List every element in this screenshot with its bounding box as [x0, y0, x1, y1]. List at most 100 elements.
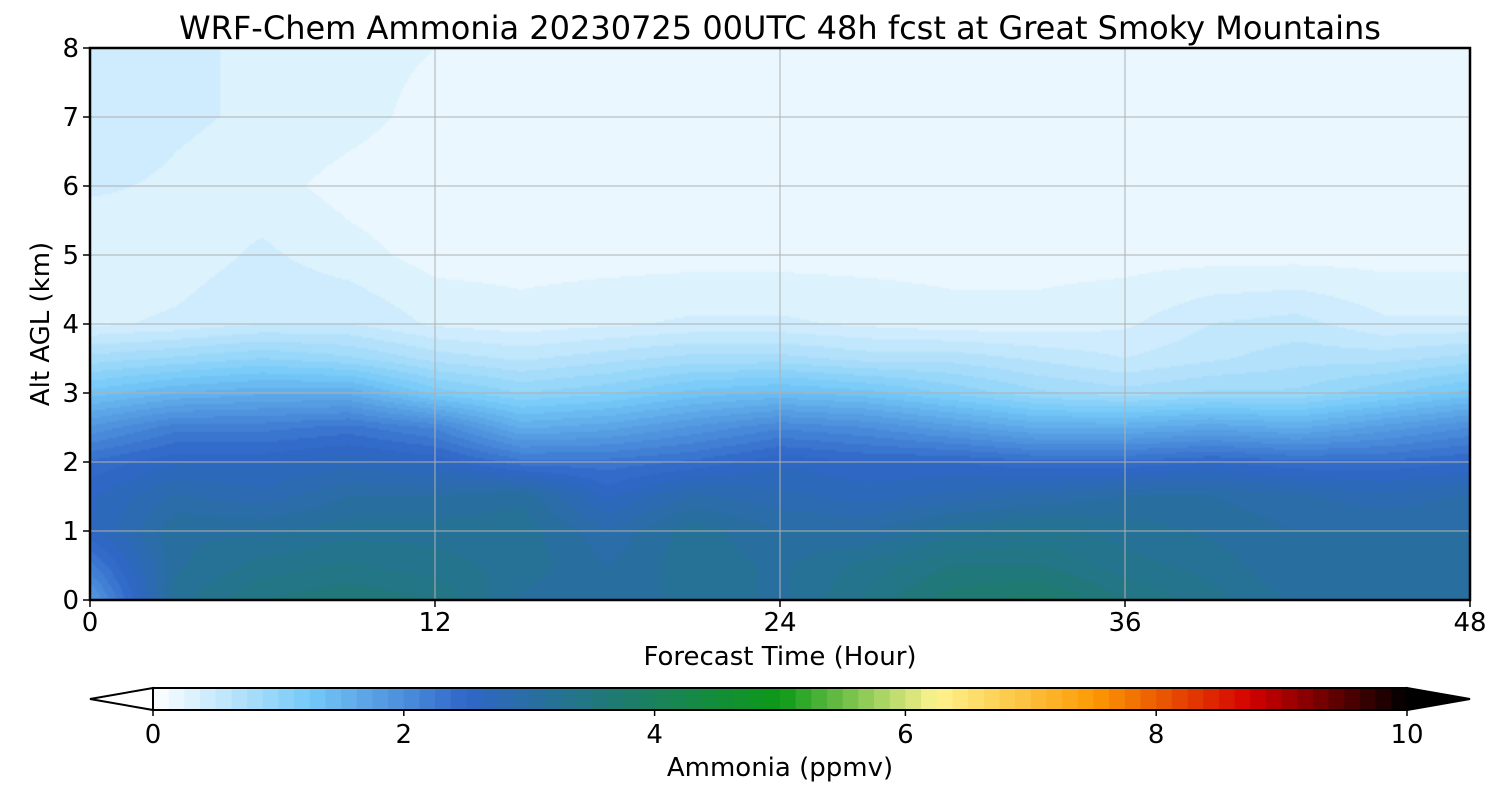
- colorbar-swatch: [701, 688, 718, 710]
- colorbar-swatch: [278, 688, 295, 710]
- colorbar-swatch: [1156, 688, 1173, 710]
- colorbar-swatch: [764, 688, 781, 710]
- colorbar-swatch: [262, 688, 279, 710]
- colorbar-swatch: [544, 688, 562, 710]
- colorbar-swatch: [732, 688, 750, 710]
- colorbar-swatch: [403, 688, 421, 710]
- colorbar-swatch: [842, 688, 859, 710]
- colorbar-swatch: [231, 688, 248, 710]
- colorbar-swatch: [184, 688, 201, 710]
- x-axis-label: Forecast Time (Hour): [643, 642, 916, 672]
- colorbar-tick-label: 10: [1390, 720, 1423, 750]
- colorbar-swatch: [1046, 688, 1063, 710]
- colorbar-swatch: [215, 688, 232, 710]
- y-tick-label: 2: [62, 448, 79, 478]
- colorbar-swatch: [1359, 688, 1377, 710]
- colorbar-swatch: [607, 688, 624, 710]
- colorbar-swatch: [999, 688, 1016, 710]
- x-axis-ticks: 0 12 24 36 48: [82, 600, 1487, 638]
- colorbar-tick-label: 6: [897, 720, 914, 750]
- colorbar-swatch: [247, 688, 264, 710]
- colorbar: 0 2 4 6 8 10 Ammonia (ppmv): [89, 686, 1471, 783]
- colorbar-swatch: [874, 688, 891, 710]
- colorbar-swatch: [466, 688, 483, 710]
- colorbar-tick-label: 0: [145, 720, 162, 750]
- colorbar-swatch: [1171, 688, 1189, 710]
- colorbar-swatch: [529, 688, 546, 710]
- colorbar-swatch: [654, 688, 671, 710]
- colorbar-swatch: [482, 688, 499, 710]
- colorbar-swatch: [1375, 688, 1392, 710]
- colorbar-swatch: [780, 688, 797, 710]
- colorbar-swatch: [795, 688, 812, 710]
- colorbar-swatch: [811, 688, 828, 710]
- colorbar-swatch: [1030, 688, 1048, 710]
- y-tick-label: 4: [62, 310, 79, 340]
- colorbar-swatch: [1312, 688, 1330, 710]
- colorbar-swatch: [638, 688, 656, 710]
- colorbar-swatch: [858, 688, 875, 710]
- colorbar-label: Ammonia (ppmv): [667, 753, 893, 783]
- colorbar-swatch: [889, 688, 906, 710]
- y-tick-label: 5: [62, 241, 79, 271]
- colorbar-swatch: [497, 688, 515, 710]
- colorbar-swatch: [1093, 688, 1110, 710]
- colorbar-swatch: [670, 688, 687, 710]
- colorbar-swatch: [1265, 688, 1283, 710]
- colorbar-swatch: [309, 688, 327, 710]
- y-tick-label: 8: [62, 34, 79, 64]
- colorbar-swatch: [1203, 688, 1220, 710]
- colorbar-swatch: [325, 688, 342, 710]
- colorbar-swatch: [827, 688, 844, 710]
- colorbar-swatch: [341, 688, 358, 710]
- colorbar-swatch: [968, 688, 985, 710]
- colorbar-swatch: [419, 688, 436, 710]
- colorbar-swatch: [372, 688, 389, 710]
- colorbar-swatch: [1077, 688, 1095, 710]
- colorbar-swatch: [1250, 688, 1267, 710]
- colorbar-swatch: [1391, 688, 1408, 710]
- x-tick-label: 36: [1108, 608, 1141, 638]
- colorbar-swatch: [983, 688, 1001, 710]
- colorbar-swatch: [153, 688, 170, 710]
- colorbar-swatch: [1015, 688, 1032, 710]
- colorbar-swatch: [921, 688, 938, 710]
- colorbar-swatch: [685, 688, 703, 710]
- colorbar-swatch: [1109, 688, 1126, 710]
- colorbar-extend-low: [89, 686, 154, 712]
- y-tick-label: 0: [62, 586, 79, 616]
- colorbar-ticks: 0 2 4 6 8 10: [145, 710, 1424, 750]
- colorbar-swatch: [200, 688, 217, 710]
- colorbar-swatch: [1062, 688, 1079, 710]
- colorbar-swatch: [294, 688, 311, 710]
- colorbar-swatch: [513, 688, 530, 710]
- x-tick-label: 0: [82, 608, 99, 638]
- colorbar-swatch: [168, 688, 185, 710]
- colorbar-tick-label: 2: [396, 720, 413, 750]
- x-tick-label: 12: [418, 608, 451, 638]
- colorbar-swatches: [153, 688, 1408, 710]
- colorbar-swatch: [717, 688, 734, 710]
- colorbar-swatch: [356, 688, 374, 710]
- y-tick-label: 3: [62, 379, 79, 409]
- colorbar-swatch: [435, 688, 452, 710]
- colorbar-swatch: [1297, 688, 1314, 710]
- colorbar-swatch: [1344, 688, 1361, 710]
- y-axis-label: Alt AGL (km): [26, 242, 56, 406]
- colorbar-swatch: [1218, 688, 1236, 710]
- colorbar-swatch: [936, 688, 954, 710]
- colorbar-swatch: [388, 688, 405, 710]
- colorbar-swatch: [748, 688, 765, 710]
- colorbar-swatch: [1140, 688, 1157, 710]
- colorbar-swatch: [560, 688, 577, 710]
- y-axis-ticks: 0 1 2 3 4 5 6 7 8: [62, 34, 90, 616]
- colorbar-swatch: [1124, 688, 1142, 710]
- colorbar-swatch: [591, 688, 609, 710]
- colorbar-swatch: [1281, 688, 1298, 710]
- plot-area: [88, 46, 1472, 602]
- y-tick-label: 6: [62, 172, 79, 202]
- y-tick-label: 7: [62, 103, 79, 133]
- colorbar-swatch: [623, 688, 640, 710]
- colorbar-tick-label: 4: [646, 720, 663, 750]
